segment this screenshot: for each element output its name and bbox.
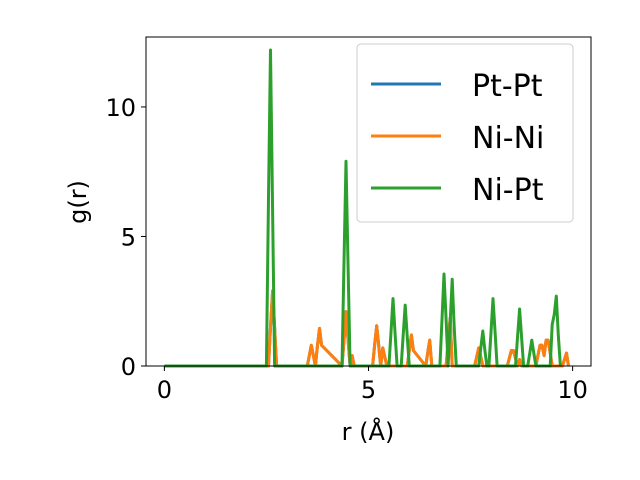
series-line-pt-pt xyxy=(164,289,570,368)
series-layer xyxy=(164,48,570,368)
x-tick-label: 0 xyxy=(157,376,172,404)
legend: Pt-Pt Ni-Ni Ni-Pt xyxy=(356,43,574,223)
legend-label-pt-pt: Pt-Pt xyxy=(472,69,543,104)
x-axis-label: r (Å) xyxy=(342,417,395,446)
x-tick-label: 10 xyxy=(557,376,588,404)
y-tick-label: 5 xyxy=(121,223,136,251)
legend-label-ni-ni: Ni-Ni xyxy=(472,121,544,156)
y-tick-label: 0 xyxy=(121,353,136,381)
legend-box xyxy=(356,43,574,223)
x-axis: 0 5 10 xyxy=(157,366,588,404)
y-axis-label: g(r) xyxy=(64,180,92,224)
y-axis: 0 5 10 xyxy=(105,94,146,381)
x-tick-label: 5 xyxy=(361,376,376,404)
series-line-ni-ni xyxy=(164,289,570,368)
series-line-ni-pt xyxy=(164,48,562,368)
legend-label-ni-pt: Ni-Pt xyxy=(472,173,544,208)
y-tick-label: 10 xyxy=(105,94,136,122)
